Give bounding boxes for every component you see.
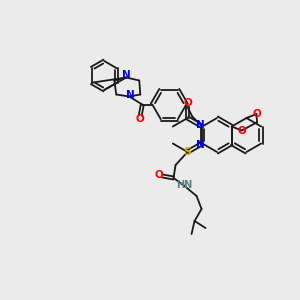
Text: O: O bbox=[154, 170, 163, 180]
Text: S: S bbox=[184, 147, 192, 157]
Text: N: N bbox=[196, 121, 205, 130]
Text: O: O bbox=[252, 109, 261, 119]
Text: O: O bbox=[237, 125, 246, 136]
Text: N: N bbox=[126, 89, 135, 100]
Text: O: O bbox=[183, 98, 192, 108]
Text: N: N bbox=[122, 70, 131, 80]
Text: HN: HN bbox=[176, 180, 193, 190]
Text: N: N bbox=[196, 140, 205, 149]
Text: O: O bbox=[136, 115, 145, 124]
